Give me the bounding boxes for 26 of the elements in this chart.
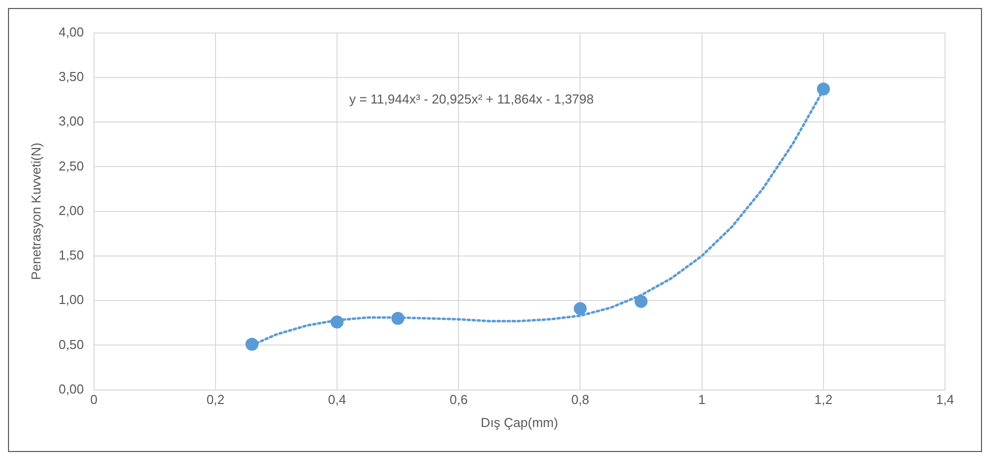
x-tick-label: 0,8 <box>571 392 590 408</box>
point <box>634 294 648 308</box>
y-tick-label: 3,50 <box>58 69 84 84</box>
x-tick-label: 1,4 <box>936 392 954 408</box>
annotation: y = 11,944x³ - 20,925x² + 11,864x - 1,3798 <box>349 91 594 106</box>
y-tick-label: 1,00 <box>58 292 84 308</box>
x-tick-label: 0,6 <box>450 392 468 408</box>
x-tick-label: 0,4 <box>328 392 346 408</box>
y-tick-label: 1,50 <box>58 248 84 263</box>
x-tick-label: 1 <box>698 392 706 408</box>
y-tick-label: 2,00 <box>58 202 84 218</box>
point <box>391 312 404 325</box>
point <box>245 338 258 351</box>
y-tick-label: 2,50 <box>58 158 84 174</box>
x-tick-label: 1,2 <box>814 392 832 408</box>
y-tick-label: 0,50 <box>58 336 84 352</box>
y-tick-label: 0,00 <box>58 381 84 396</box>
point <box>330 315 344 328</box>
point <box>816 82 830 96</box>
x-tick-label: 0,2 <box>206 392 225 408</box>
y-tick-label: 4,00 <box>58 24 84 40</box>
y-axis-title: Penetrasyon Kuvveti(N) <box>28 142 44 280</box>
y-tick-label: 3,00 <box>58 114 84 129</box>
point <box>574 302 587 316</box>
x-tick-label: 0 <box>90 392 98 408</box>
x-axis-title: Dış Çap(mm) <box>480 414 558 430</box>
